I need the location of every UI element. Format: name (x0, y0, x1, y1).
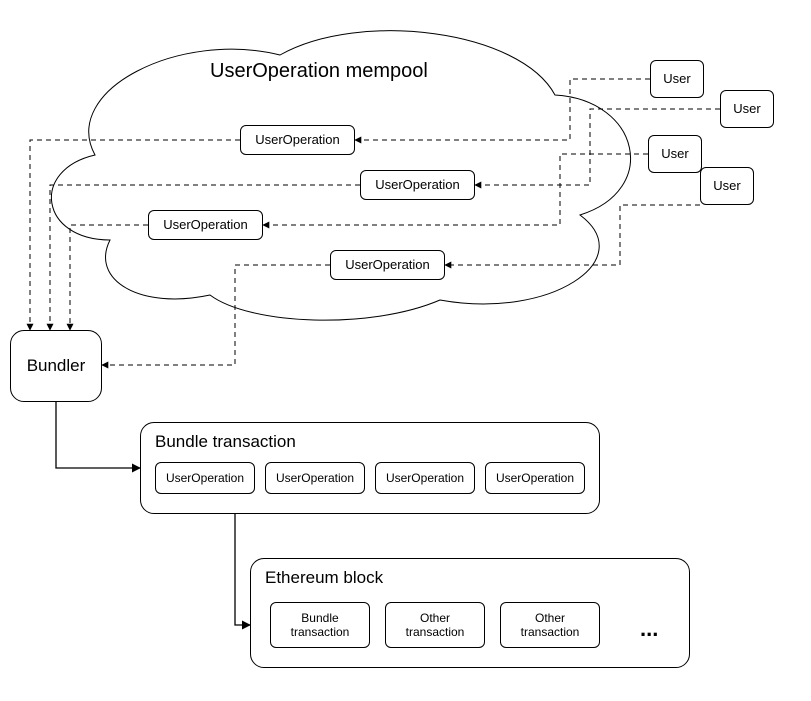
bundle-op-box: UserOperation (375, 462, 475, 494)
bundler-box: Bundler (10, 330, 102, 402)
user-box: User (720, 90, 774, 128)
user-box: User (650, 60, 704, 98)
eth-block-item: Other transaction (500, 602, 600, 648)
bundle-op-box: UserOperation (265, 462, 365, 494)
userop-box: UserOperation (330, 250, 445, 280)
bundle-op-box: UserOperation (485, 462, 585, 494)
userop-box: UserOperation (240, 125, 355, 155)
userop-box: UserOperation (148, 210, 263, 240)
bundle-op-box: UserOperation (155, 462, 255, 494)
ellipsis: ... (640, 616, 658, 642)
mempool-title: UserOperation mempool (210, 60, 428, 83)
user-box: User (648, 135, 702, 173)
userop-box: UserOperation (360, 170, 475, 200)
eth-block-item: Other transaction (385, 602, 485, 648)
user-box: User (700, 167, 754, 205)
ethereum-block-title: Ethereum block (265, 568, 383, 588)
bundle-transaction-title: Bundle transaction (155, 432, 296, 452)
eth-block-item: Bundle transaction (270, 602, 370, 648)
